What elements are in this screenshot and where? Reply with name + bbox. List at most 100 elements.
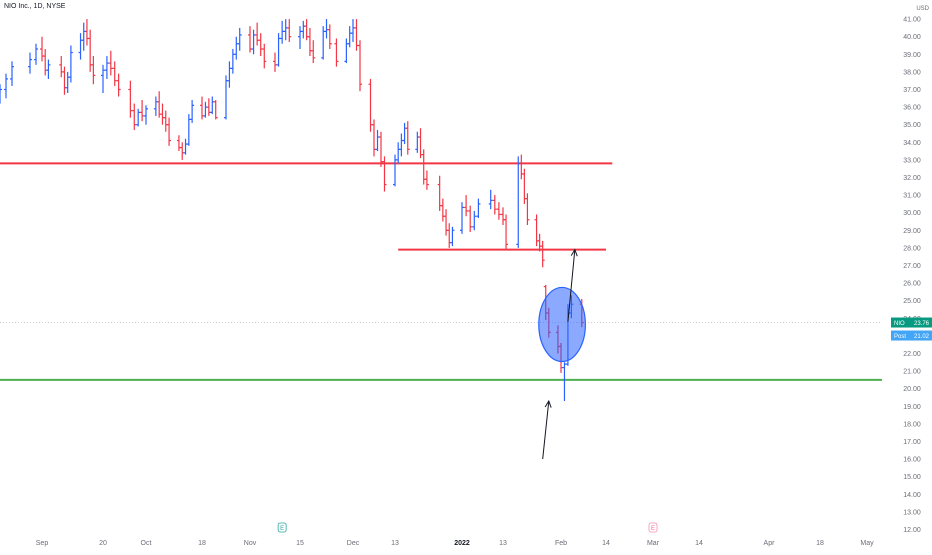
last-price-badge-box: [891, 317, 932, 328]
ohlc-bar[interactable]: [327, 24, 332, 50]
y-tick-label: 33.00: [903, 157, 921, 164]
x-tick-label: 15: [296, 540, 304, 547]
ohlc-bar[interactable]: [382, 156, 387, 192]
post-market-badge-box: [891, 330, 932, 341]
ohlc-bar[interactable]: [262, 43, 267, 69]
y-tick-label: 41.00: [903, 17, 921, 24]
x-tick-label: Apr: [764, 540, 776, 547]
y-tick-label: 30.00: [903, 210, 921, 217]
y-tick-label: 29.00: [903, 228, 921, 235]
ohlc-bar[interactable]: [140, 100, 145, 122]
ohlc-bar[interactable]: [104, 56, 109, 79]
ohlc-bar[interactable]: [488, 189, 493, 210]
ohlc-bar[interactable]: [91, 56, 96, 85]
ohlc-bar[interactable]: [468, 205, 473, 233]
x-tick-label: 14: [695, 540, 703, 547]
ohlc-bar[interactable]: [424, 170, 429, 190]
ohlc-bar[interactable]: [358, 40, 362, 92]
y-tick-label: 20.00: [903, 386, 921, 393]
post-market-badge-value: 21.02: [914, 334, 930, 340]
ohlc-bar[interactable]: [464, 195, 469, 217]
ohlc-bar[interactable]: [0, 84, 2, 104]
y-tick-label: 25.00: [903, 298, 921, 305]
earnings-marker-label: E: [651, 526, 655, 532]
y-tick-label: 15.00: [903, 474, 921, 481]
ohlc-bar[interactable]: [132, 103, 137, 130]
ohlc-bar[interactable]: [287, 19, 292, 42]
annotation-arrow-1[interactable]: [542, 399, 552, 460]
x-tick-label: Oct: [141, 540, 152, 547]
earnings-marker-label: E: [280, 526, 284, 532]
earnings-marker[interactable]: E: [648, 522, 658, 533]
ohlc-bar[interactable]: [10, 61, 14, 86]
ohlc-bar[interactable]: [28, 52, 32, 74]
last-price-badge-label: NIO: [894, 321, 905, 327]
earnings-marker[interactable]: E: [277, 522, 287, 533]
last-price-badge[interactable]: NIO 23.76: [891, 317, 932, 328]
ohlc-bar[interactable]: [101, 64, 105, 94]
annotation-arrow-2[interactable]: [567, 248, 578, 322]
y-tick-label: 27.00: [903, 263, 921, 270]
arrow-shaft: [542, 400, 550, 460]
currency-label: USD: [916, 6, 929, 12]
x-tick-label: 2022: [454, 540, 470, 547]
ohlc-bar[interactable]: [311, 40, 316, 64]
ohlc-bar[interactable]: [504, 214, 509, 250]
x-tick-label: 18: [816, 540, 824, 547]
ohlc-bar[interactable]: [108, 50, 113, 76]
y-tick-label: 17.00: [903, 439, 921, 446]
x-tick-label: 18: [198, 540, 206, 547]
ohlc-bar[interactable]: [128, 80, 133, 118]
y-tick-label: 26.00: [903, 281, 921, 288]
ohlc-bar[interactable]: [472, 210, 477, 231]
y-tick-label: 35.00: [903, 122, 921, 129]
y-tick-label: 21.00: [903, 369, 921, 376]
earnings-marker-box: [277, 522, 287, 533]
ohlc-bar[interactable]: [190, 100, 195, 123]
ohlc-bar[interactable]: [540, 240, 545, 268]
ohlc-bar[interactable]: [213, 100, 218, 120]
ohlc-bar[interactable]: [112, 61, 117, 86]
x-tick-label: Nov: [244, 540, 257, 547]
x-tick-label: May: [860, 540, 874, 547]
ohlc-bar[interactable]: [46, 59, 51, 79]
symbol-title: NIO Inc., 1D, NYSE: [4, 3, 66, 10]
ohlc-bar[interactable]: [405, 121, 410, 155]
x-tick-label: Dec: [347, 540, 360, 547]
arrow-shaft: [567, 249, 576, 322]
post-market-badge[interactable]: Post 21.02: [891, 330, 932, 341]
y-tick-label: 37.00: [903, 87, 921, 94]
ohlc-bar[interactable]: [496, 202, 501, 220]
y-tick-label: 34.00: [903, 140, 921, 147]
ohlc-bar[interactable]: [525, 193, 530, 226]
x-tick-label: Feb: [555, 540, 567, 547]
ohlc-bar[interactable]: [4, 73, 8, 99]
ohlc-bar[interactable]: [116, 73, 121, 97]
ohlc-bar[interactable]: [476, 198, 481, 218]
ohlc-bar[interactable]: [450, 226, 455, 247]
y-tick-label: 28.00: [903, 245, 921, 252]
y-tick-label: 39.00: [903, 52, 921, 59]
ohlc-bar[interactable]: [167, 117, 172, 146]
ohlc-bar[interactable]: [34, 43, 38, 65]
ohlc-bar[interactable]: [237, 27, 242, 51]
ohlc-bar[interactable]: [492, 195, 497, 215]
x-tick-label: 20: [99, 540, 107, 547]
ohlc-bar[interactable]: [334, 38, 339, 67]
y-tick-label: 31.00: [903, 193, 921, 200]
y-tick-label: 22.00: [903, 351, 921, 358]
ohlc-bar[interactable]: [144, 105, 148, 125]
x-tick-label: 14: [602, 540, 610, 547]
x-tick-label: 13: [499, 540, 507, 547]
ohlc-bar[interactable]: [460, 202, 464, 234]
arrow-head: [544, 399, 552, 408]
highlight-ellipse[interactable]: [538, 286, 586, 363]
y-tick-label: 19.00: [903, 404, 921, 411]
x-tick-label: Mar: [647, 540, 660, 547]
last-price-badge-value: 23.76: [914, 321, 930, 327]
ohlc-bar[interactable]: [68, 45, 73, 83]
post-market-badge-label: Post: [894, 334, 906, 340]
ohlc-bar[interactable]: [136, 108, 141, 127]
